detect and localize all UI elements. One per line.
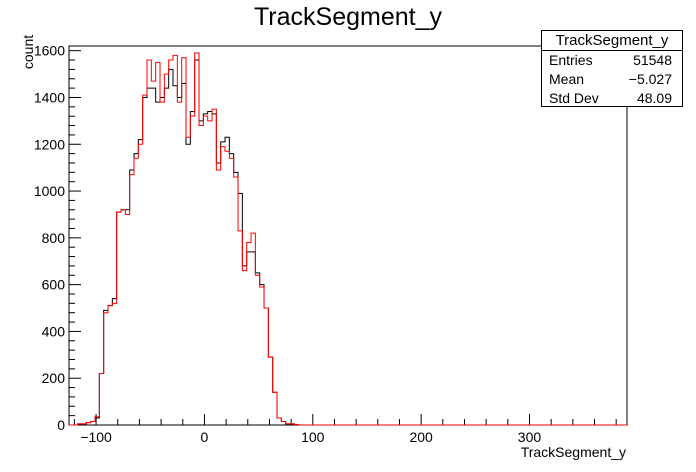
y-tick-label: 800 (42, 230, 66, 246)
x-axis: −100 0 100 200 300 (73, 414, 617, 445)
histogram-black-series (69, 59, 627, 426)
y-tick-label: 0 (57, 417, 65, 433)
stats-box: TrackSegment_y Entries 51548 Mean −5.027… (541, 30, 683, 107)
y-tick-label: 1000 (34, 183, 65, 199)
x-tick-label: 100 (301, 429, 325, 445)
y-tick-label: 200 (42, 370, 66, 386)
y-tick-label: 1600 (34, 43, 65, 59)
histogram-series (69, 52, 627, 426)
entries-value: 51548 (633, 52, 672, 68)
stats-entries-row: Entries 51548 (542, 51, 682, 70)
chart-title: TrackSegment_y (253, 3, 443, 31)
std-label: Std Dev (549, 90, 599, 106)
y-tick-label: 1200 (34, 136, 65, 152)
y-tick-label: 400 (42, 323, 66, 339)
x-tick-label: 0 (201, 429, 209, 445)
x-tick-label: 300 (518, 429, 542, 445)
stats-mean-row: Mean −5.027 (542, 70, 682, 89)
y-tick-label: 1400 (34, 89, 65, 105)
x-tick-label: −100 (80, 429, 112, 445)
entries-label: Entries (549, 52, 593, 68)
y-axis-label: count (20, 34, 36, 70)
stats-title: TrackSegment_y (542, 31, 682, 51)
x-axis-label: TrackSegment_y (520, 444, 626, 460)
y-tick-label: 600 (42, 277, 66, 293)
x-tick-label: 200 (409, 429, 433, 445)
mean-label: Mean (549, 71, 585, 87)
histogram-red-series (69, 52, 627, 426)
mean-value: −5.027 (628, 71, 672, 87)
y-axis: 0 200 400 600 800 1000 1200 1400 1600 (34, 43, 81, 433)
std-value: 48.09 (636, 90, 672, 106)
stats-std-row: Std Dev 48.09 (542, 89, 682, 108)
